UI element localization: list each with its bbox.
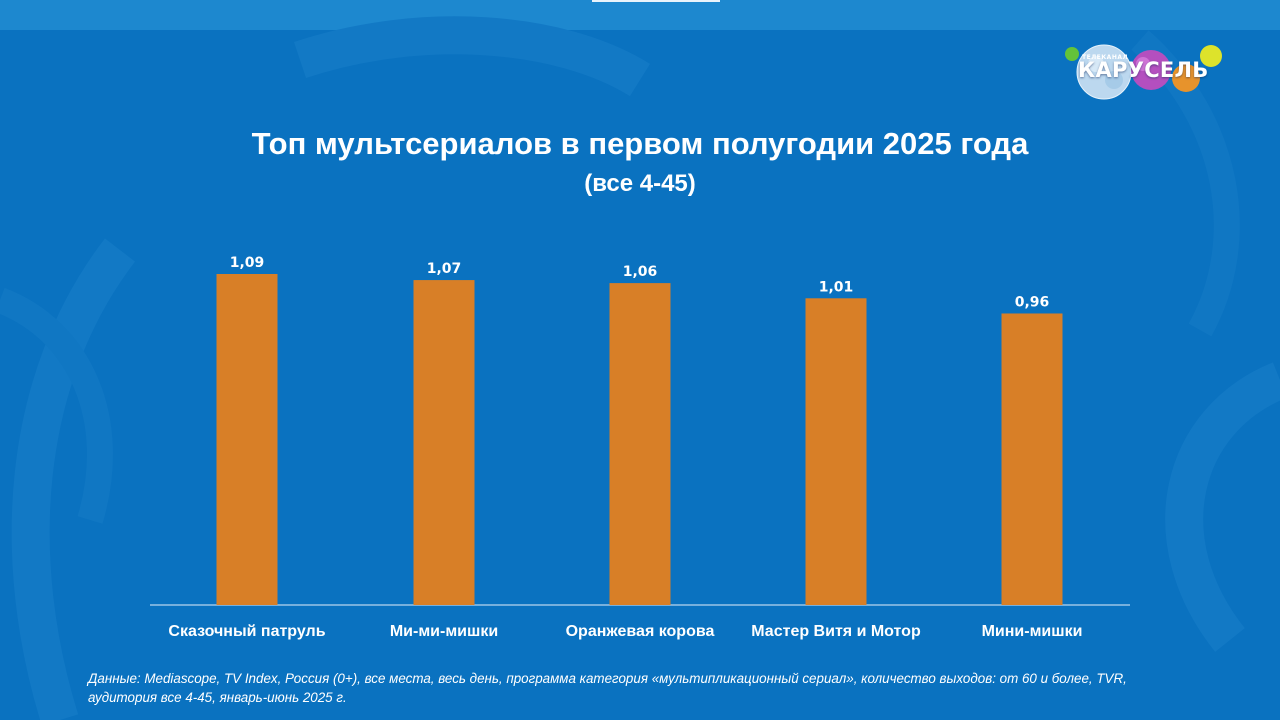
- category-label-3: Оранжевая корова: [566, 623, 715, 640]
- top-band: [0, 0, 1280, 30]
- category-label-2: Ми-ми-мишки: [390, 623, 498, 640]
- category-label-4: Мастер Витя и Мотор: [751, 623, 921, 640]
- data-source-footnote: Данные: Mediascope, TV Index, Россия (0+…: [88, 671, 1127, 705]
- bar-4: [805, 298, 867, 605]
- chart-title: Топ мультсериалов в первом полугодии 202…: [251, 126, 1029, 161]
- top-tab-indicator: [592, 0, 720, 2]
- data-label-1: 1,09: [230, 255, 265, 271]
- data-label-5: 0,96: [1015, 294, 1050, 310]
- bar-1: [216, 274, 278, 605]
- bar-5: [1001, 313, 1063, 605]
- data-label-4: 1,01: [819, 279, 854, 295]
- chart-subtitle: (все 4-45): [584, 170, 696, 197]
- karusel-logo: [1065, 44, 1222, 100]
- data-label-2: 1,07: [427, 261, 462, 277]
- data-label-3: 1,06: [623, 264, 658, 280]
- category-label-1: Сказочный патруль: [168, 623, 325, 640]
- bar-2: [413, 280, 475, 605]
- category-label-5: Мини-мишки: [982, 623, 1083, 640]
- logo-prefix-text: ТЕЛЕКАНАЛ: [1082, 54, 1128, 61]
- bar-3: [609, 283, 671, 605]
- logo-wordmark: КАРУСЕЛЬ: [1078, 58, 1209, 82]
